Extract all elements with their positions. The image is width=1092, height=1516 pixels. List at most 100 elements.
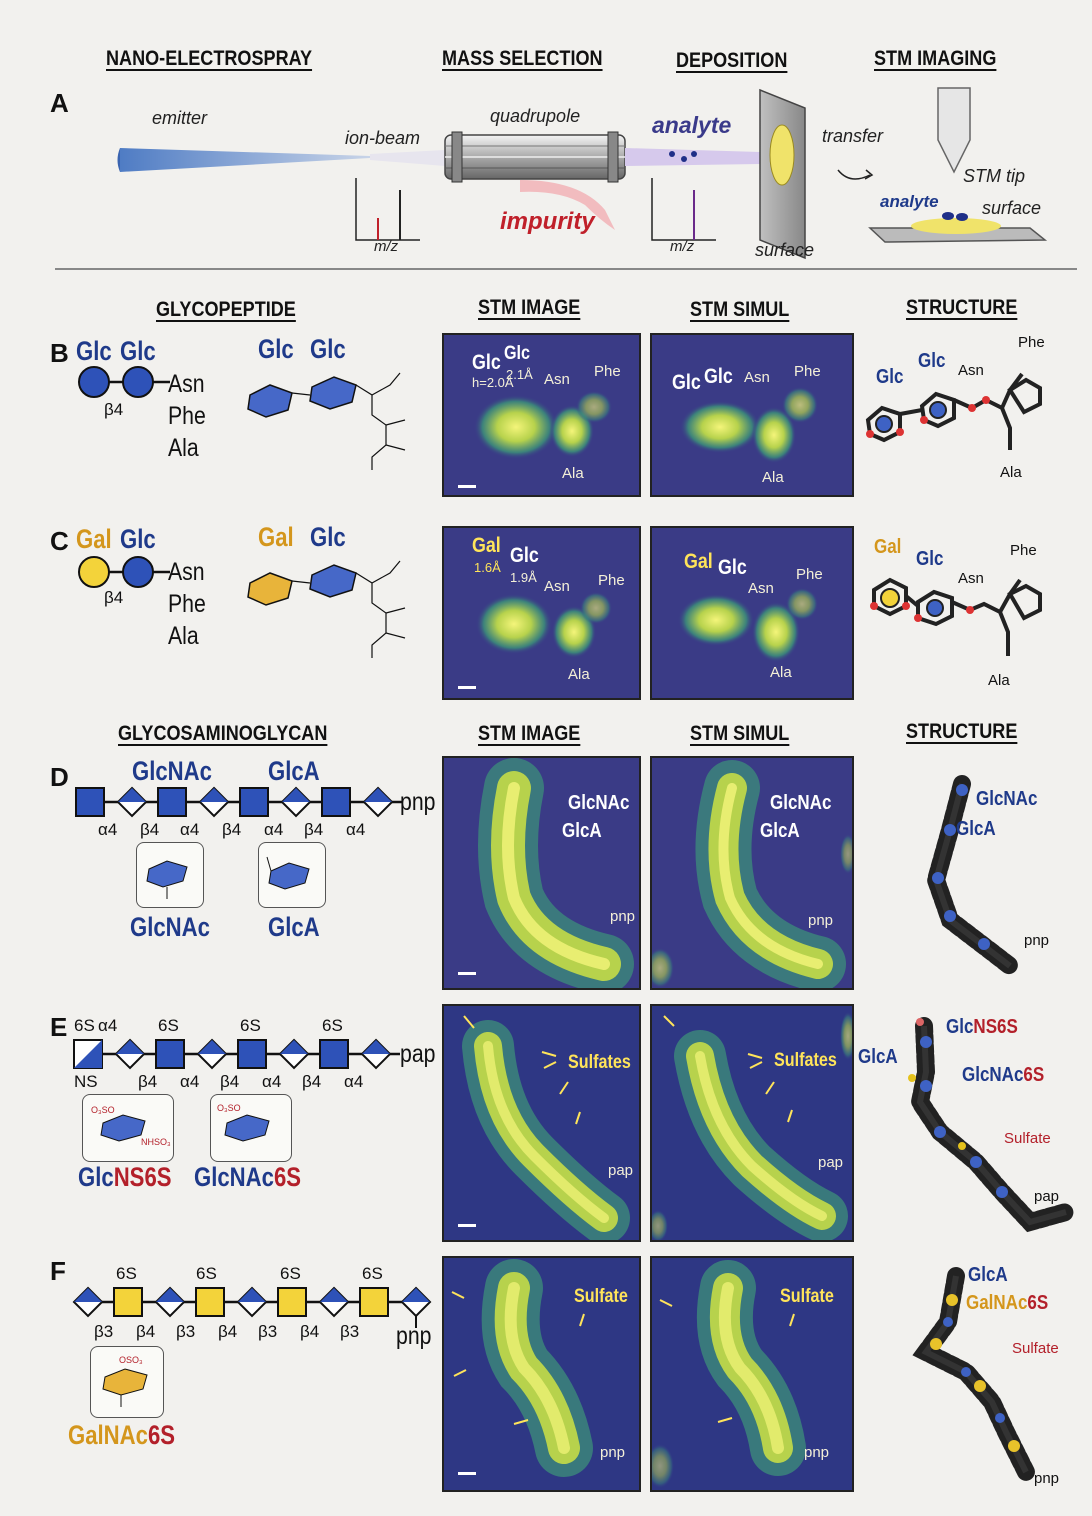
e-link-2: α4 <box>180 1072 200 1091</box>
d-glycan-chain <box>75 786 402 818</box>
b-sugar-label-1: Glc <box>76 336 112 366</box>
svg-text:NHSO₃: NHSO₃ <box>141 1137 171 1147</box>
b-pep-ala: Ala <box>168 434 199 462</box>
b-mol-label-2: Glc <box>310 334 346 364</box>
glc-circle-1 <box>78 366 110 398</box>
svg-text:O₃SO: O₃SO <box>91 1105 115 1115</box>
e-inset-2a: GlcNAc <box>194 1162 274 1192</box>
f-sim-sulfate: Sulfate <box>780 1286 834 1307</box>
f-str-b: 6S <box>1027 1292 1049 1314</box>
d-str-pnp: pnp <box>1024 932 1050 949</box>
f-sim-pnp: pnp <box>804 1444 830 1461</box>
d-sim-pnp: pnp <box>808 912 834 929</box>
c-sim-phe: Phe <box>796 566 823 583</box>
f-link-3: β3 <box>176 1322 196 1341</box>
header-glycosaminoglycan: GLYCOSAMINOGLYCAN <box>118 722 328 745</box>
c-mol-label-1: Gal <box>258 522 294 552</box>
d-str-glcnac: GlcNAc <box>976 788 1038 810</box>
e-glycan-chain <box>73 1038 400 1070</box>
c-str-phe: Phe <box>1010 542 1037 559</box>
f-str-glca: GlcA <box>968 1264 1008 1286</box>
c-sugar-label-1: Gal <box>76 524 112 554</box>
c-linkage: β4 <box>104 588 124 607</box>
b-structure-model <box>865 372 1042 450</box>
d-link-2: β4 <box>140 820 160 839</box>
f-inset-a: GalNAc <box>68 1420 148 1450</box>
ion-beam-label: ion-beam <box>345 128 421 148</box>
e-str-1a: Glc <box>946 1016 974 1038</box>
section-divider <box>55 268 1077 270</box>
c-molecule-drawing <box>247 560 406 658</box>
c-pep-phe: Phe <box>168 590 206 618</box>
d-str-glca: GlcA <box>956 818 996 840</box>
header-mass-selection: MASS SELECTION <box>442 47 603 70</box>
panel-label-b: B <box>50 338 69 368</box>
c-img-asn: Asn <box>544 578 570 595</box>
d-link-7: α4 <box>346 820 366 839</box>
c-structure-model <box>870 577 1042 656</box>
header-stm-simul-2: STM SIMUL <box>690 722 790 745</box>
d-link-5: α4 <box>264 820 284 839</box>
mass-spectrum-1 <box>355 178 420 241</box>
header-structure-2: STRUCTURE <box>906 720 1018 743</box>
e-link-3: β4 <box>220 1072 240 1091</box>
d-inset-glca <box>258 842 326 908</box>
c-mol-label-2: Glc <box>310 522 346 552</box>
b-scalebar <box>458 485 476 488</box>
emitter-label: emitter <box>152 108 208 128</box>
d-inset-label-2: GlcA <box>268 912 320 942</box>
header-deposition: DEPOSITION <box>676 49 788 72</box>
b-mol-label-1: Glc <box>258 334 294 364</box>
b-img-phe: Phe <box>594 363 621 380</box>
c-glycan-symbol <box>78 556 170 588</box>
glc-circle-2 <box>122 366 154 398</box>
d-end-group: pnp <box>400 788 436 816</box>
e-str-2a: GlcNAc <box>962 1064 1024 1086</box>
b-img-glc-1: Glc <box>472 351 501 374</box>
glc-circle <box>122 556 154 588</box>
d-img-glca: GlcA <box>562 820 602 842</box>
c-scalebar <box>458 686 476 689</box>
panel-label-e: E <box>50 1012 68 1042</box>
d-sim-glca: GlcA <box>760 820 800 842</box>
d-inset-label-1: GlcNAc <box>130 912 210 942</box>
c-img-glc: Glc <box>510 544 539 567</box>
e-end-group: pap <box>400 1040 436 1068</box>
b-img-ala: Ala <box>562 465 584 482</box>
stm-tip-label: STM tip <box>963 166 1026 186</box>
mz-axis-1: m/z <box>374 238 399 255</box>
analyte-label-2: analyte <box>880 192 939 211</box>
e-img-pap: pap <box>608 1162 634 1179</box>
e-str-1b: NS6S <box>973 1016 1018 1038</box>
f-sulf-2: 6S <box>196 1264 217 1283</box>
c-sim-glc: Glc <box>718 556 747 579</box>
f-str-sulfate: Sulfate <box>1012 1340 1059 1357</box>
c-sim-ala: Ala <box>770 664 792 681</box>
e-sim-pap: pap <box>818 1154 844 1171</box>
e-sulf-3: 6S <box>240 1016 261 1035</box>
b-sim-phe: Phe <box>794 363 821 380</box>
e-inset-1a: Glc <box>78 1162 114 1192</box>
d-sim-glcnac: GlcNAc <box>770 792 832 814</box>
c-sim-gal: Gal <box>684 550 713 573</box>
f-img-sulfate: Sulfate <box>574 1286 628 1307</box>
b-stm-image: Glc Glc h=2.0Å 2.1Å Asn Phe Ala <box>442 333 641 497</box>
experiment-setup-diagram <box>117 87 1048 260</box>
e-first-link: α4 <box>98 1016 118 1035</box>
e-sulf-4: 6S <box>322 1016 343 1035</box>
e-sulf-1: 6S <box>74 1016 95 1035</box>
svg-text:O₃SO: O₃SO <box>217 1103 241 1113</box>
c-img-height-2: 1.9Å <box>510 570 537 585</box>
header-stm-image-1: STM IMAGE <box>478 296 581 319</box>
e-str-glca: GlcA <box>858 1046 898 1068</box>
b-molecule-drawing <box>247 372 406 470</box>
d-link-1: α4 <box>98 820 118 839</box>
d-link-3: α4 <box>180 820 200 839</box>
d-img-pnp: pnp <box>610 908 636 925</box>
e-scalebar <box>458 1224 476 1227</box>
header-stm-simul-1: STM SIMUL <box>690 298 790 321</box>
header-stm-imaging: STM IMAGING <box>874 47 997 70</box>
f-glycan-chain <box>72 1286 432 1328</box>
surface-label: surface <box>755 240 815 260</box>
d-link-6: β4 <box>304 820 324 839</box>
